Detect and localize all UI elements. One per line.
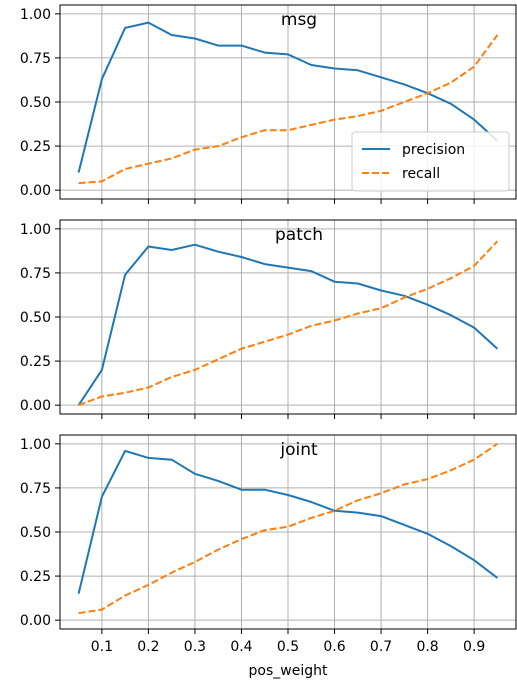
panel-msg: 0.00 0.25 0.50 0.75 1.00 msg precision recall xyxy=(20,4,517,204)
y-tick-label: 0.25 xyxy=(20,569,51,585)
y-tick-label: 0.25 xyxy=(20,354,51,370)
y-tick-label: 1.00 xyxy=(20,222,51,238)
y-tick-label: 1.00 xyxy=(20,437,51,453)
x-tick-label: 0.3 xyxy=(184,639,206,655)
y-tick-label: 0.50 xyxy=(20,310,51,326)
legend-label-recall: recall xyxy=(402,166,440,182)
x-tick-label: 0.8 xyxy=(416,639,438,655)
x-tick-label: 0.4 xyxy=(230,639,252,655)
recall-line xyxy=(78,442,498,615)
panel-patch: 0.00 0.25 0.50 0.75 1.00 patch xyxy=(20,219,517,419)
y-tick-label: 0.50 xyxy=(20,525,51,541)
precision-line xyxy=(77,449,499,594)
x-tick-label: 0.6 xyxy=(323,639,345,655)
x-tick-label: 0.5 xyxy=(277,639,299,655)
panel-title: msg xyxy=(281,10,317,30)
x-axis-label: pos_weight xyxy=(249,663,328,679)
x-tick-label: 0.9 xyxy=(463,639,485,655)
y-tick-label: 0.75 xyxy=(20,51,51,67)
x-tick-label: 0.1 xyxy=(91,639,113,655)
y-tick-label: 1.00 xyxy=(20,7,51,23)
y-tick-label: 0.00 xyxy=(20,183,51,199)
y-tick-label: 0.75 xyxy=(20,266,51,282)
x-tick-label: 0.2 xyxy=(137,639,159,655)
legend-box xyxy=(351,131,510,192)
legend-label-precision: precision xyxy=(402,142,465,158)
y-tick-label: 0.00 xyxy=(20,613,51,629)
recall-line xyxy=(78,34,499,185)
precision-line xyxy=(77,243,499,406)
legend: precision recall xyxy=(351,131,510,192)
y-tick-label: 0.75 xyxy=(20,481,51,497)
x-tick-label: 0.7 xyxy=(370,639,392,655)
y-tick-label: 0.50 xyxy=(20,95,51,111)
recall-line xyxy=(78,240,499,407)
y-tick-label: 0.25 xyxy=(20,139,51,155)
y-tick-label: 0.00 xyxy=(20,398,51,414)
panel-title: patch xyxy=(275,225,323,245)
panel-joint: 0.00 0.25 0.50 0.75 1.00 0.1 0.2 0.3 0.4 0.5 0.6 0.… xyxy=(20,434,517,655)
panel-title: joint xyxy=(279,440,318,460)
